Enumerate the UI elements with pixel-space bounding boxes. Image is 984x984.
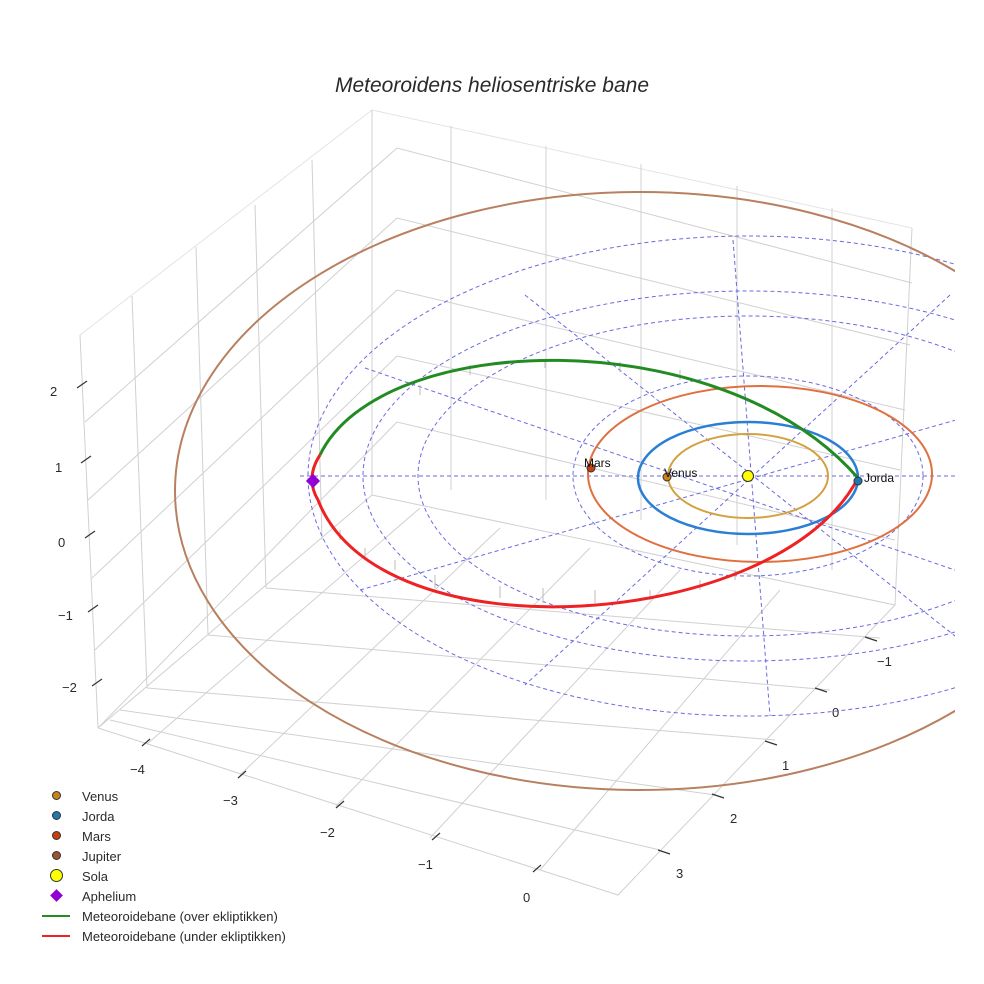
z-tick: 1	[55, 460, 63, 475]
z-tick: −1	[58, 608, 73, 623]
meteoroid-orbit-above	[318, 358, 860, 479]
y-tick: −1	[877, 654, 892, 669]
red-line-icon	[42, 935, 70, 937]
mars-label: Mars	[584, 456, 611, 470]
diamond-icon	[50, 889, 63, 902]
y-tick: 2	[730, 811, 738, 826]
grid-box	[79, 109, 913, 896]
earth-marker[interactable]	[853, 476, 863, 486]
jorda-label: Jorda	[864, 471, 895, 485]
sun-legend-icon	[50, 869, 63, 882]
legend-item-venus[interactable]: Venus	[40, 786, 286, 806]
y-tick: 0	[832, 705, 840, 720]
jorda-legend-icon	[52, 811, 61, 820]
legend-label: Jupiter	[82, 848, 122, 864]
x-tick: −2	[320, 825, 335, 840]
legend-item-orbit-above[interactable]: Meteoroidebane (over ekliptikken)	[40, 906, 286, 926]
jupiter-orbit	[174, 191, 955, 791]
x-tick: −4	[130, 762, 145, 777]
legend-item-mars[interactable]: Mars	[40, 826, 286, 846]
jupiter-legend-icon	[52, 851, 61, 860]
axis-ticks	[76, 380, 878, 873]
legend-label: Meteoroidebane (under ekliptikken)	[82, 928, 286, 944]
sun-marker[interactable]	[742, 470, 754, 482]
chart-title: Meteoroidens heliosentriske bane	[334, 74, 650, 97]
y-tick: 1	[782, 758, 790, 773]
legend-item-aphelium[interactable]: Aphelium	[40, 886, 286, 906]
legend-label: Mars	[82, 828, 111, 844]
x-tick: −3	[223, 793, 238, 808]
legend-item-orbit-below[interactable]: Meteoroidebane (under ekliptikken)	[40, 926, 286, 946]
venus-label: Venus	[664, 466, 698, 480]
legend: Venus Jorda Mars Jupiter Sola Aphelium M…	[40, 786, 286, 946]
aphelium-marker[interactable]	[305, 473, 321, 489]
x-tick: −1	[418, 857, 433, 872]
legend-item-jorda[interactable]: Jorda	[40, 806, 286, 826]
z-tick: 2	[50, 384, 58, 399]
legend-label: Venus	[82, 788, 119, 804]
legend-label: Aphelium	[82, 888, 137, 904]
y-tick: 3	[676, 866, 684, 881]
mars-marker[interactable]	[586, 463, 596, 473]
venus-marker[interactable]	[662, 472, 672, 482]
legend-item-sola[interactable]: Sola	[40, 866, 286, 886]
venus-legend-icon	[52, 791, 61, 800]
legend-label: Jorda	[82, 808, 115, 824]
z-tick: −2	[62, 680, 77, 695]
z-tick: 0	[58, 535, 66, 550]
legend-item-jupiter[interactable]: Jupiter	[40, 846, 286, 866]
legend-label: Meteoroidebane (over ekliptikken)	[82, 908, 278, 924]
x-tick: 0	[523, 890, 531, 905]
mars-legend-icon	[52, 831, 61, 840]
green-line-icon	[42, 915, 70, 917]
legend-label: Sola	[82, 868, 109, 884]
